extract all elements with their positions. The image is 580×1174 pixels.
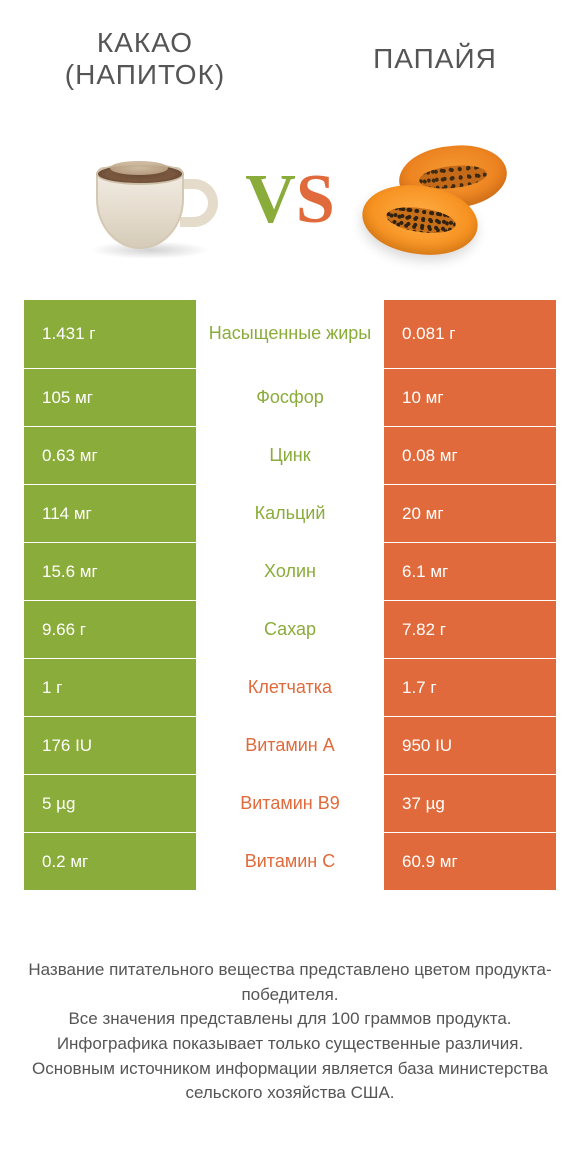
footer-line-4: Основным источником информации является … [26,1057,554,1106]
titles-row: КАКАО(НАПИТОК) ПАПАЙЯ [0,0,580,100]
vs-letter-v: V [245,161,296,238]
product-image-right [353,125,518,275]
table-row: 15.6 мгХолин6.1 мг [24,542,556,600]
nutrient-label: Витамин B9 [196,775,384,832]
nutrient-label: Клетчатка [196,659,384,716]
value-left: 176 IU [24,717,196,774]
value-right: 6.1 мг [384,543,556,600]
nutrient-label: Фосфор [196,369,384,426]
nutrient-label: Сахар [196,601,384,658]
cocoa-mug-icon [90,145,200,255]
nutrient-label: Кальций [196,485,384,542]
value-right: 37 µg [384,775,556,832]
value-left: 1 г [24,659,196,716]
nutrient-label: Насыщенные жиры [196,300,384,368]
value-left: 9.66 г [24,601,196,658]
vs-letter-s: S [296,161,335,238]
papaya-icon [358,140,513,260]
table-row: 1 гКлетчатка1.7 г [24,658,556,716]
value-right: 950 IU [384,717,556,774]
hero-row: VS [0,100,580,300]
nutrient-label: Цинк [196,427,384,484]
value-right: 60.9 мг [384,833,556,890]
value-right: 1.7 г [384,659,556,716]
footer-line-3: Инфографика показывает только существенн… [26,1032,554,1057]
comparison-table: 1.431 гНасыщенные жиры0.081 г105 мгФосфо… [24,300,556,890]
footer-line-1: Название питательного вещества представл… [26,958,554,1007]
nutrient-label: Витамин A [196,717,384,774]
value-right: 0.08 мг [384,427,556,484]
value-right: 20 мг [384,485,556,542]
table-row: 9.66 гСахар7.82 г [24,600,556,658]
value-right: 10 мг [384,369,556,426]
vs-label: VS [245,160,335,240]
nutrient-label: Витамин C [196,833,384,890]
nutrient-label: Холин [196,543,384,600]
product-image-left [62,125,227,275]
value-left: 15.6 мг [24,543,196,600]
title-left: КАКАО(НАПИТОК) [0,18,290,100]
value-left: 0.2 мг [24,833,196,890]
value-left: 114 мг [24,485,196,542]
value-left: 0.63 мг [24,427,196,484]
value-left: 5 µg [24,775,196,832]
table-row: 5 µgВитамин B937 µg [24,774,556,832]
value-left: 105 мг [24,369,196,426]
value-right: 7.82 г [384,601,556,658]
table-row: 0.2 мгВитамин C60.9 мг [24,832,556,890]
value-left: 1.431 г [24,300,196,368]
table-row: 1.431 гНасыщенные жиры0.081 г [24,300,556,368]
table-row: 176 IUВитамин A950 IU [24,716,556,774]
table-row: 114 мгКальций20 мг [24,484,556,542]
title-right: ПАПАЙЯ [290,18,580,100]
table-row: 0.63 мгЦинк0.08 мг [24,426,556,484]
footer-note: Название питательного вещества представл… [26,958,554,1106]
value-right: 0.081 г [384,300,556,368]
footer-line-2: Все значения представлены для 100 граммо… [26,1007,554,1032]
table-row: 105 мгФосфор10 мг [24,368,556,426]
